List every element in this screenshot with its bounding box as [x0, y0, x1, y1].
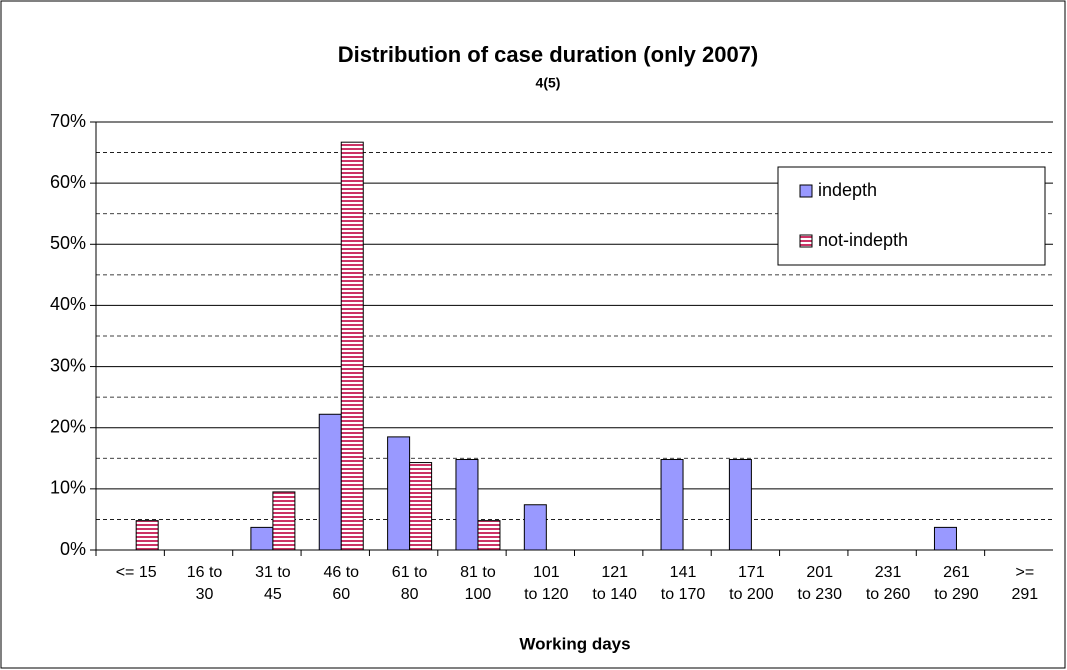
legend-label: not-indepth — [818, 230, 908, 250]
bar — [477, 520, 501, 551]
y-tick-label: 70% — [50, 111, 86, 131]
x-tick-label: 261 to 290 — [934, 564, 979, 603]
x-tick-label: 141 to 170 — [660, 564, 706, 603]
y-tick-label: 0% — [60, 539, 86, 559]
x-tick-label: 46 to 60 — [323, 564, 360, 603]
y-tick-label: 30% — [50, 355, 86, 375]
chart-subtitle: 4(5) — [536, 75, 561, 91]
bar — [933, 526, 957, 551]
x-tick-label: >= 291 — [1011, 564, 1039, 603]
x-tick-label: 171 to 200 — [729, 564, 774, 603]
x-tick-label: 201 to 230 — [797, 564, 842, 603]
x-axis-title: Working days — [519, 634, 630, 653]
bar — [728, 459, 752, 551]
bar — [387, 436, 411, 551]
bar — [272, 491, 296, 551]
legend-box — [777, 166, 1046, 266]
bar — [250, 526, 274, 551]
legend-swatch — [799, 184, 813, 198]
legend-label: indepth — [818, 180, 877, 200]
x-tick-label: 16 to 30 — [186, 564, 223, 603]
chart-title: Distribution of case duration (only 2007… — [338, 42, 759, 67]
y-tick-label: 10% — [50, 478, 86, 498]
bar — [318, 413, 342, 551]
legend-swatch — [799, 234, 813, 248]
bar — [135, 520, 159, 551]
bar — [340, 141, 364, 551]
y-tick-label: 40% — [50, 294, 86, 314]
x-tick-label: 31 to 45 — [255, 564, 291, 603]
x-tick-label: 61 to 80 — [391, 564, 428, 603]
y-tick-label: 50% — [50, 233, 86, 253]
bar — [455, 459, 479, 551]
bar — [523, 504, 547, 551]
y-tick-label: 20% — [50, 416, 86, 436]
x-tick-label: 81 to 100 — [460, 564, 496, 603]
x-tick-label: 101 to 120 — [524, 564, 569, 603]
bar — [660, 459, 684, 551]
x-tick-label: 231 to 260 — [865, 564, 911, 603]
x-tick-label: <= 15 — [115, 564, 157, 581]
y-tick-label: 60% — [50, 172, 86, 192]
bar — [409, 462, 433, 551]
x-tick-label: 121 to 140 — [592, 564, 637, 603]
